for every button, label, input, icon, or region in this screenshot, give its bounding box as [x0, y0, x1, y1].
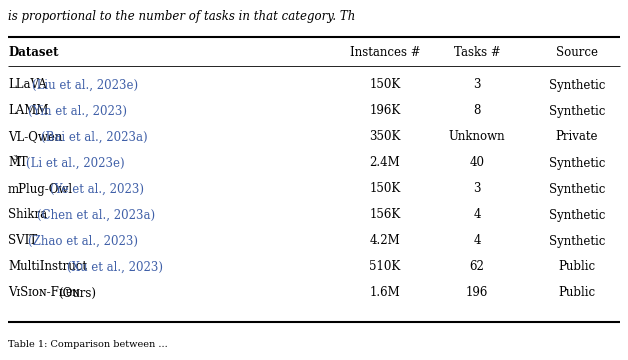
- Text: LLaVA: LLaVA: [8, 78, 46, 91]
- Text: Synthetic: Synthetic: [549, 157, 605, 170]
- Text: (Bai et al., 2023a): (Bai et al., 2023a): [41, 130, 148, 144]
- Text: Synthetic: Synthetic: [549, 78, 605, 91]
- Text: (Li et al., 2023e): (Li et al., 2023e): [26, 157, 125, 170]
- Text: 156K: 156K: [369, 208, 401, 221]
- Text: 3: 3: [474, 78, 481, 91]
- Text: (Zhao et al., 2023): (Zhao et al., 2023): [28, 234, 138, 248]
- Text: (Xu et al., 2023): (Xu et al., 2023): [67, 261, 163, 274]
- Text: 196K: 196K: [369, 104, 401, 117]
- Text: SVIT: SVIT: [8, 234, 37, 248]
- Text: 2.4M: 2.4M: [370, 157, 401, 170]
- Text: 150K: 150K: [369, 78, 401, 91]
- Text: (Liu et al., 2023e): (Liu et al., 2023e): [32, 78, 138, 91]
- Text: 150K: 150K: [369, 183, 401, 195]
- Text: MultiInstruct: MultiInstruct: [8, 261, 87, 274]
- Text: 196: 196: [466, 287, 488, 300]
- Text: (Ye et al., 2023): (Ye et al., 2023): [50, 183, 144, 195]
- Text: Synthetic: Synthetic: [549, 183, 605, 195]
- Text: 1.6M: 1.6M: [370, 287, 401, 300]
- Text: Shikra: Shikra: [8, 208, 47, 221]
- Text: 3: 3: [13, 154, 18, 162]
- Text: 4: 4: [474, 208, 481, 221]
- Text: 350K: 350K: [369, 130, 401, 144]
- Text: 40: 40: [470, 157, 484, 170]
- Text: mPlug-Owl: mPlug-Owl: [8, 183, 73, 195]
- Text: 3: 3: [474, 183, 481, 195]
- Text: Unknown: Unknown: [448, 130, 506, 144]
- Text: Synthetic: Synthetic: [549, 234, 605, 248]
- Text: M: M: [8, 157, 20, 170]
- Text: IT: IT: [15, 157, 28, 170]
- Text: Tasks #: Tasks #: [453, 45, 501, 58]
- Text: Instances #: Instances #: [350, 45, 420, 58]
- Text: Private: Private: [556, 130, 598, 144]
- Text: LAMM: LAMM: [8, 104, 48, 117]
- Text: (Chen et al., 2023a): (Chen et al., 2023a): [36, 208, 154, 221]
- Text: Synthetic: Synthetic: [549, 208, 605, 221]
- Text: Synthetic: Synthetic: [549, 104, 605, 117]
- Text: 8: 8: [474, 104, 480, 117]
- Text: 4.2M: 4.2M: [370, 234, 401, 248]
- Text: 510K: 510K: [369, 261, 401, 274]
- Text: Source: Source: [556, 45, 598, 58]
- Text: Dataset: Dataset: [8, 45, 58, 58]
- Text: (Yin et al., 2023): (Yin et al., 2023): [28, 104, 127, 117]
- Text: Public: Public: [558, 261, 595, 274]
- Text: 4: 4: [474, 234, 481, 248]
- Text: (Ours): (Ours): [58, 287, 97, 300]
- Text: 62: 62: [470, 261, 484, 274]
- Text: VɪSɪᴏɴ-Fʟɐɴ: VɪSɪᴏɴ-Fʟɐɴ: [8, 287, 80, 300]
- Text: is proportional to the number of tasks in that category. Th: is proportional to the number of tasks i…: [8, 10, 355, 23]
- Text: VL-Qwen: VL-Qwen: [8, 130, 62, 144]
- Text: Table 1: Comparison between ...: Table 1: Comparison between ...: [8, 340, 168, 349]
- Text: Public: Public: [558, 287, 595, 300]
